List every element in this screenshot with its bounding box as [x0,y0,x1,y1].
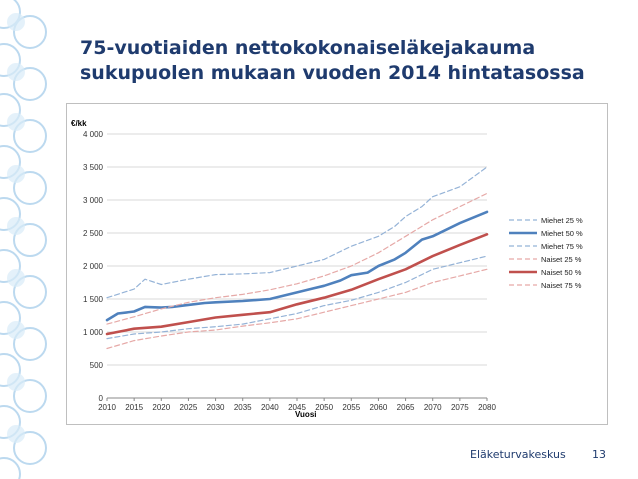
x-tick-label: 2075 [451,403,469,412]
x-tick-label: 2070 [424,403,442,412]
x-tick-label: 2060 [370,403,388,412]
y-tick-label: 500 [90,361,104,370]
y-tick-label: 3 000 [83,196,104,205]
x-tick-label: 2045 [288,403,306,412]
series-line-miehet-25- [106,255,488,340]
slide-title-line-1: 75-vuotiaiden nettokokonaiseläkejakauma [80,37,536,59]
x-tick-label: 2050 [315,403,333,412]
x-tick-label: 2055 [342,403,360,412]
x-tick-label: 2065 [397,403,415,412]
series-line-miehet-50- [105,210,489,322]
series-line-naiset-25- [106,268,488,350]
y-axis-label: €/kk [71,119,87,128]
y-tick-label: 1 500 [83,295,104,304]
series-line-miehet-75- [106,166,488,299]
x-tick-label: 2030 [207,403,225,412]
legend-entry: Miehet 75 % [541,242,583,251]
line-chart: €/kk Vuosi 0 500 1 000 1 500 2 000 2 500 3 000… [71,119,583,419]
footer-organization: Eläketurvakeskus [470,448,566,461]
series-line-naiset-75- [106,192,488,325]
y-tick-label: 1 000 [83,328,104,337]
y-tick-label: 0 [99,394,104,403]
x-tick-label: 2015 [125,403,143,412]
x-tick-label: 2080 [478,403,496,412]
gridlines [106,133,488,401]
legend-entry: Naiset 50 % [541,268,582,277]
y-tick-label: 2 000 [83,262,104,271]
x-tick-labels: 2010 2015 2020 2025 2030 2035 2040 2045 2050 2055… [98,403,496,412]
legend-entry: Naiset 25 % [541,255,582,264]
page-number: 13 [592,448,606,461]
decorative-left-border [0,0,47,479]
legend-entry: Miehet 25 % [541,216,583,225]
series-line-naiset-50- [105,233,489,336]
slide-title-line-2: sukupuolen mukaan vuoden 2014 hintatasos… [80,62,585,84]
chart-container: €/kk Vuosi 0 500 1 000 1 500 2 000 2 500 3 000… [66,103,608,425]
x-tick-label: 2025 [180,403,198,412]
x-tick-label: 2035 [234,403,252,412]
legend: Miehet 25 % Miehet 50 % Miehet 75 % Naiset … [509,216,583,290]
legend-entry: Miehet 50 % [541,229,583,238]
slide-title: 75-vuotiaiden nettokokonaiseläkejakauma … [80,36,620,86]
series-lines [105,166,489,350]
x-axis-label: Vuosi [295,410,316,419]
y-tick-labels: 0 500 1 000 1 500 2 000 2 500 3 000 3 500 4 000 [83,130,104,403]
legend-entry: Naiset 75 % [541,281,582,290]
y-tick-label: 3 500 [83,163,104,172]
y-tick-label: 2 500 [83,229,104,238]
y-tick-label: 4 000 [83,130,104,139]
x-tick-label: 2040 [261,403,279,412]
x-tick-label: 2020 [152,403,170,412]
x-tick-label: 2010 [98,403,116,412]
